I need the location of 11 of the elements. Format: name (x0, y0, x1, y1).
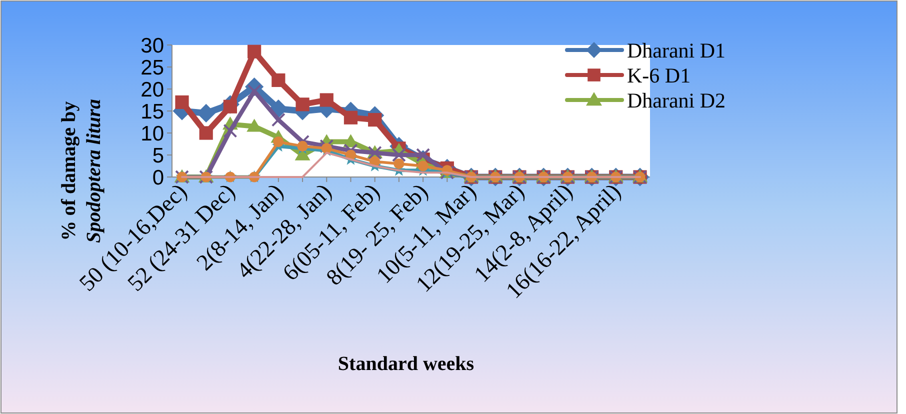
x-axis-title: Standard weeks (338, 353, 474, 375)
y-tick-label: 0 (152, 166, 164, 190)
legend-label: Dharani D2 (627, 88, 726, 112)
y-tick-label: 15 (140, 100, 164, 124)
y-tick-label: 20 (140, 78, 164, 102)
y-tick-label: 10 (140, 122, 164, 146)
y-tick-label: 5 (152, 144, 164, 168)
y-tick-label: 30 (140, 34, 164, 58)
y-axis-title: % of damage by Spodoptera litura (58, 99, 105, 243)
y-tick-label: 25 (140, 56, 164, 80)
legend-label: K-6 D1 (627, 63, 691, 88)
